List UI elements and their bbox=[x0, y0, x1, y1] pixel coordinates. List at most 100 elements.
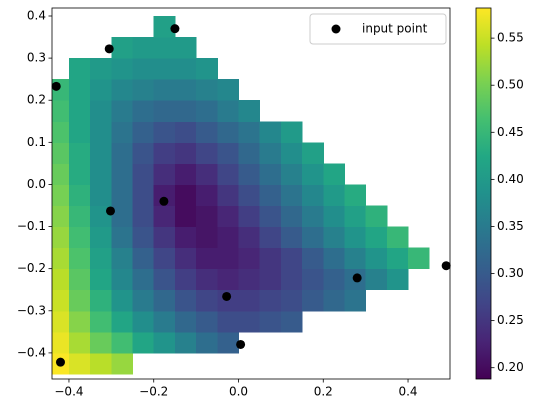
heatmap-cell bbox=[259, 205, 282, 228]
y-tick-label: −0.1 bbox=[17, 219, 46, 233]
heatmap-cell bbox=[280, 247, 303, 270]
heatmap-cell bbox=[90, 100, 112, 122]
plot-frame bbox=[51, 7, 451, 380]
heatmap-cell bbox=[52, 247, 70, 270]
heatmap-cell bbox=[111, 142, 134, 164]
heatmap-cell bbox=[111, 205, 134, 228]
heatmap-cell bbox=[90, 247, 112, 270]
y-tick-label: 0.1 bbox=[27, 135, 46, 149]
heatmap-cell bbox=[259, 226, 282, 249]
heatmap-cell bbox=[323, 268, 345, 291]
heatmap-cell bbox=[132, 184, 155, 207]
heatmap-cell bbox=[365, 205, 388, 228]
heatmap-cell bbox=[196, 226, 218, 249]
scatter-point bbox=[104, 44, 114, 54]
heatmap-cell bbox=[68, 247, 91, 270]
heatmap-cell bbox=[217, 184, 239, 207]
heatmap-cell bbox=[259, 184, 282, 207]
heatmap-cell bbox=[302, 289, 324, 312]
heatmap-cell bbox=[344, 289, 367, 312]
colorbar-tick-label: 0.55 bbox=[497, 31, 524, 45]
heatmap-cell bbox=[302, 142, 324, 164]
heatmap-cell bbox=[174, 247, 197, 270]
heatmap-cell bbox=[323, 205, 345, 228]
heatmap-cell bbox=[111, 163, 134, 185]
heatmap-cell bbox=[238, 184, 261, 207]
heatmap-cell bbox=[132, 58, 155, 80]
heatmap-cell bbox=[259, 268, 282, 291]
heatmap-cell bbox=[68, 310, 91, 333]
heatmap-cell bbox=[153, 163, 176, 185]
heatmap-cell bbox=[280, 184, 303, 207]
marks bbox=[51, 24, 451, 367]
heatmap-cell bbox=[153, 184, 176, 207]
heatmap-cell bbox=[90, 268, 112, 291]
heatmap-cell bbox=[90, 289, 112, 312]
heatmap-cell bbox=[323, 163, 345, 185]
y-tick-label: −0.2 bbox=[17, 261, 46, 275]
scatter-point bbox=[222, 291, 232, 301]
heatmap-cell bbox=[174, 58, 197, 80]
heatmap-cell bbox=[52, 184, 70, 207]
scatter-point bbox=[170, 24, 180, 34]
heatmap-cell bbox=[344, 184, 367, 207]
heatmap-cell bbox=[174, 163, 197, 185]
heatmap-cell bbox=[196, 58, 218, 80]
heatmap-cell bbox=[132, 331, 155, 354]
heatmap-cell bbox=[111, 121, 134, 143]
heatmap-cell bbox=[259, 163, 282, 185]
y-tick-label: 0.0 bbox=[27, 177, 46, 191]
heatmap-cell bbox=[280, 205, 303, 228]
heatmap-cell bbox=[302, 268, 324, 291]
heatmap-cell bbox=[174, 79, 197, 101]
heatmap-cell bbox=[196, 331, 218, 354]
heatmap-cell bbox=[68, 121, 91, 143]
heatmap-cell bbox=[90, 58, 112, 80]
x-tick-label: 0.4 bbox=[398, 385, 417, 399]
heatmap-cell bbox=[52, 310, 70, 333]
heatmap-cell bbox=[153, 268, 176, 291]
colorbar-tick-label: 0.35 bbox=[497, 219, 524, 233]
heatmap-cell bbox=[153, 289, 176, 312]
heatmap-cell bbox=[259, 247, 282, 270]
heatmap-cell bbox=[280, 310, 303, 333]
heatmap-cell bbox=[52, 226, 70, 249]
colorbar-tick-label: 0.25 bbox=[497, 313, 524, 327]
heatmap-cell bbox=[111, 37, 134, 59]
heatmap-cell bbox=[217, 121, 239, 143]
y-tick-label: −0.4 bbox=[17, 345, 46, 359]
heatmap-cell bbox=[238, 310, 261, 333]
scatter-point bbox=[51, 81, 61, 91]
heatmap-cell bbox=[90, 331, 112, 354]
heatmap-cell bbox=[217, 142, 239, 164]
heatmap-cell bbox=[111, 100, 134, 122]
heatmap-cell bbox=[238, 142, 261, 164]
heatmap-cell bbox=[111, 352, 134, 375]
heatmap-cell bbox=[111, 310, 134, 333]
heatmap-cell bbox=[365, 226, 388, 249]
heatmap-cell bbox=[153, 247, 176, 270]
heatmap-cell bbox=[52, 289, 70, 312]
heatmap-cell bbox=[408, 247, 430, 270]
heatmap-cell bbox=[174, 121, 197, 143]
heatmap-cell bbox=[52, 142, 70, 164]
colorbar-tick-label: 0.45 bbox=[497, 125, 524, 139]
heatmap-cell bbox=[111, 289, 134, 312]
heatmap-cell bbox=[344, 205, 367, 228]
colorbar-tick-label: 0.30 bbox=[497, 266, 524, 280]
heatmap-cell bbox=[217, 205, 239, 228]
heatmap-cell bbox=[302, 205, 324, 228]
heatmap-cell bbox=[132, 79, 155, 101]
heatmap-cell bbox=[302, 247, 324, 270]
heatmap-cell bbox=[280, 121, 303, 143]
heatmap-cell bbox=[196, 184, 218, 207]
heatmap-cell bbox=[68, 289, 91, 312]
heatmap-cell bbox=[196, 79, 218, 101]
heatmap-cell bbox=[217, 310, 239, 333]
heatmap-cell bbox=[302, 226, 324, 249]
heatmap-cell bbox=[132, 289, 155, 312]
heatmap-cell bbox=[174, 310, 197, 333]
heatmap-cell bbox=[153, 16, 176, 38]
heatmap-cell bbox=[196, 289, 218, 312]
